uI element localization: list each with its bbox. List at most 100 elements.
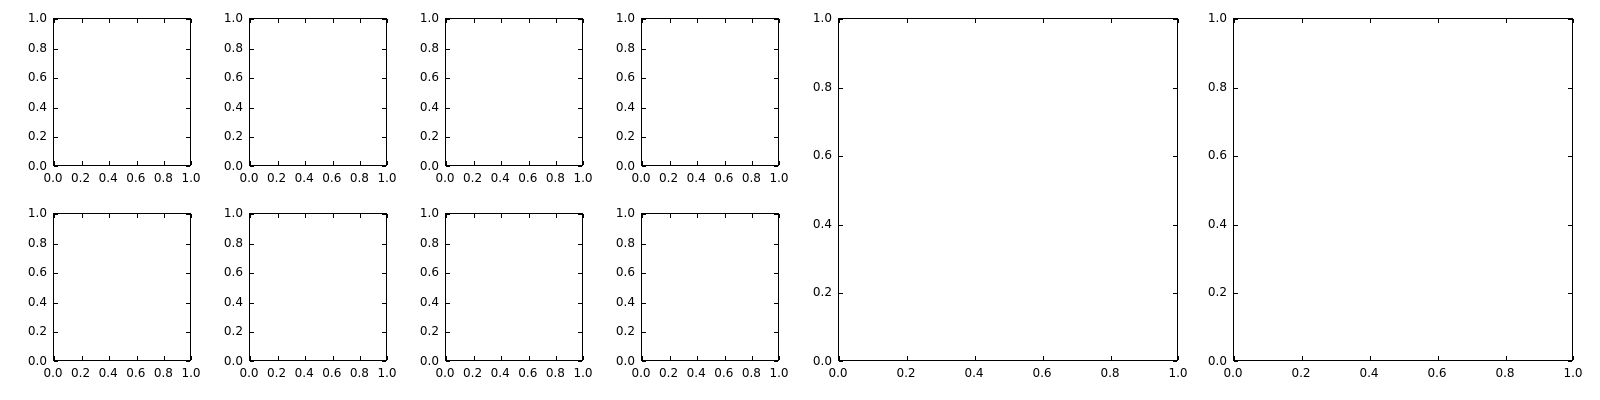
x-tick-mark-top [839,19,840,23]
x-tick-label: 0.2 [463,171,483,185]
x-tick-label: 1.0 [377,171,397,185]
y-tick-label: 0.6 [223,265,243,280]
x-tick-mark-top [1370,19,1371,23]
x-tick-mark [839,356,840,360]
y-tick-mark [446,332,450,334]
x-tick-mark [250,161,251,165]
x-tick-mark-top [360,19,362,23]
x-tick-label: 1.0 [377,366,397,380]
x-tick-label: 0.8 [153,366,173,380]
x-tick-mark [54,161,55,165]
x-tick-mark-top [54,19,55,23]
x-tick-label: 0.0 [43,366,63,380]
y-tick-mark [642,214,646,215]
y-tick-label: 1.0 [615,206,635,220]
y-tick-mark-right [578,107,582,109]
x-tick-label: 0.4 [490,366,510,380]
y-tick-label: 0.4 [615,99,635,114]
y-tick-mark [54,361,58,362]
y-tick-mark [839,19,843,20]
y-tick-mark [250,78,254,80]
x-tick-mark-top [191,19,192,23]
y-tick-label: 0.0 [615,159,635,173]
y-tick-mark [446,78,450,80]
y-tick-mark [250,166,254,167]
y-tick-mark [54,137,58,139]
x-tick-label: 1.0 [573,171,593,185]
y-tick-label: 0.4 [615,294,635,309]
y-tick-mark [1234,19,1238,20]
y-tick-mark-right [382,332,386,334]
y-tick-mark [446,302,450,304]
x-tick-label: 0.8 [741,366,761,380]
x-tick-mark-top [556,19,558,23]
y-tick-mark-right [186,137,190,139]
x-tick-mark-top [1234,19,1235,23]
y-tick-mark [446,107,450,109]
y-tick-mark-right [382,243,386,245]
x-tick-label: 1.0 [573,366,593,380]
y-tick-mark [839,156,843,158]
x-tick-mark-top [305,214,307,218]
y-tick-mark [642,19,646,20]
x-tick-mark-top [642,214,643,218]
x-tick-mark [1234,356,1235,360]
y-tick-mark-right [774,273,778,275]
y-tick-mark-right [578,332,582,334]
x-tick-mark [669,356,671,360]
y-tick-mark [250,107,254,109]
y-tick-mark [54,302,58,304]
small-panel-row2-col1 [53,213,192,362]
x-tick-mark-top [387,19,388,23]
x-tick-mark-top [446,19,447,23]
y-tick-label: 0.2 [223,324,243,339]
y-tick-label: 0.8 [812,79,832,94]
y-tick-mark-right [1173,361,1177,362]
y-tick-mark-right [382,19,386,20]
x-tick-mark-top [528,19,530,23]
x-tick-mark [1370,356,1371,360]
x-tick-mark [1438,356,1439,360]
x-tick-label: 1.0 [181,366,201,380]
x-tick-mark-top [250,19,251,23]
y-tick-mark [839,361,843,362]
x-tick-mark-top [907,19,908,23]
y-tick-mark-right [186,214,190,215]
y-tick-mark-right [774,361,778,362]
x-tick-mark [387,161,388,165]
y-tick-mark [446,214,450,215]
x-tick-label: 0.2 [267,366,287,380]
x-tick-mark [1111,356,1112,360]
y-tick-mark-right [382,166,386,167]
y-tick-label: 0.0 [419,159,439,173]
x-tick-mark-top [446,214,447,218]
y-tick-mark [1234,224,1238,226]
x-tick-mark [556,356,558,360]
y-tick-label: 1.0 [223,206,243,220]
x-tick-label: 1.0 [769,171,789,185]
x-tick-label: 0.4 [294,366,314,380]
y-tick-mark-right [186,302,190,304]
x-tick-mark-top [1573,19,1574,23]
y-tick-label: 1.0 [615,11,635,25]
x-tick-label: 0.4 [98,366,118,380]
y-tick-label: 0.8 [223,235,243,250]
x-tick-mark-top [528,214,530,218]
y-tick-mark-right [774,48,778,50]
x-tick-label: 0.2 [659,366,679,380]
x-tick-label: 0.8 [349,171,369,185]
y-tick-mark-right [1568,361,1572,362]
x-tick-label: 0.6 [126,171,146,185]
x-tick-mark [81,356,83,360]
x-tick-mark-top [109,214,111,218]
y-tick-mark-right [382,273,386,275]
y-tick-mark-right [1568,19,1572,20]
y-tick-mark-right [1568,156,1572,158]
y-tick-mark-right [578,361,582,362]
y-tick-mark [250,273,254,275]
x-tick-mark-top [779,19,780,23]
x-tick-mark [724,356,726,360]
x-tick-label: 0.0 [435,366,455,380]
y-tick-label: 0.2 [615,324,635,339]
